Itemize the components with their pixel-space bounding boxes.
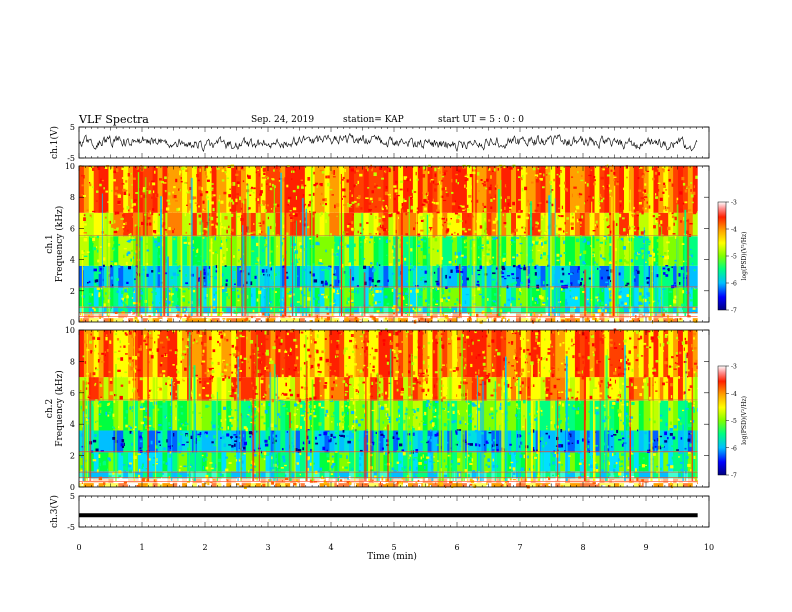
colorbar-tick-label: -4 <box>731 227 737 234</box>
x-tick-label: 8 <box>580 543 585 552</box>
y-tick-label: 0 <box>70 483 75 492</box>
y-tick-label: 0 <box>70 318 75 327</box>
y-tick-label: 8 <box>70 357 75 366</box>
colorbar-tick-label: -7 <box>731 308 737 315</box>
colorbar <box>717 365 727 476</box>
colorbar-tick-label: -5 <box>731 254 737 261</box>
colorbar-tick-label: -5 <box>731 418 737 425</box>
colorbar-tick-label: -3 <box>731 364 737 371</box>
figure-title: VLF Spectra <box>79 113 149 126</box>
y-tick-label: 6 <box>70 389 75 398</box>
x-axis-label: Time (min) <box>367 551 417 562</box>
y-axis-label: Frequency (kHz) <box>54 370 65 447</box>
y-tick-label: 10 <box>65 326 75 335</box>
colorbar-tick-label: -3 <box>731 200 737 207</box>
y-tick-label: 2 <box>70 287 75 296</box>
y-tick-label: 4 <box>70 420 75 429</box>
colorbar-label: log(PSD)(V²/Hz) <box>741 396 748 445</box>
station-label: station= KAP <box>343 115 404 125</box>
y-tick-label: -5 <box>67 523 75 532</box>
colorbar-label: log(PSD)(V²/Hz) <box>741 232 748 281</box>
x-tick-label: 2 <box>202 543 207 552</box>
x-tick-label: 10 <box>704 543 714 552</box>
colorbar-tick-label: -6 <box>731 445 737 452</box>
x-tick-label: 7 <box>517 543 522 552</box>
colorbar-tick-label: -4 <box>731 391 737 398</box>
y-tick-label: 5 <box>70 123 75 132</box>
y-tick-label: 8 <box>70 193 75 202</box>
y-tick-label: -5 <box>67 154 75 163</box>
channel-label: ch.2 <box>45 399 55 418</box>
channel-label: ch.1 <box>45 234 55 253</box>
y-axis-label: ch.1(V) <box>49 126 60 159</box>
colorbar <box>717 201 727 311</box>
y-tick-label: 6 <box>70 224 75 233</box>
x-tick-label: 6 <box>454 543 459 552</box>
y-tick-label: 4 <box>70 256 75 265</box>
x-tick-label: 9 <box>643 543 648 552</box>
start-time-label: start UT = 5 : 0 : 0 <box>438 115 524 125</box>
x-tick-label: 3 <box>265 543 270 552</box>
x-tick-label: 0 <box>76 543 81 552</box>
y-tick-label: 10 <box>65 162 75 171</box>
x-tick-label: 5 <box>391 543 396 552</box>
colorbar-tick-label: -6 <box>731 281 737 288</box>
date-label: Sep. 24, 2019 <box>251 115 315 125</box>
y-tick-label: 5 <box>70 492 75 501</box>
y-axis-label: Frequency (kHz) <box>54 206 65 283</box>
y-tick-label: 2 <box>70 452 75 461</box>
colorbar-tick-label: -7 <box>731 473 737 480</box>
x-tick-label: 4 <box>328 543 333 552</box>
x-tick-label: 1 <box>139 543 144 552</box>
y-axis-label: ch.3(V) <box>49 495 60 528</box>
